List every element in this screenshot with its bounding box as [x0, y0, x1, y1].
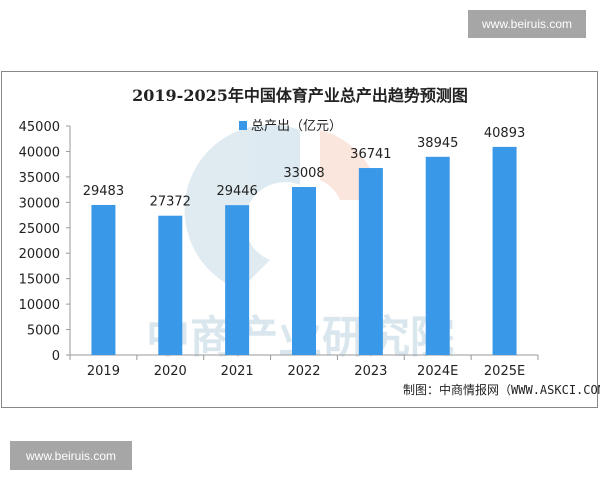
- chart-frame: [1, 71, 598, 408]
- y-tick-label: 10000: [19, 298, 60, 313]
- x-tick-label: 2020: [154, 364, 187, 379]
- y-tick-label: 30000: [19, 196, 60, 211]
- data-label: 29446: [216, 184, 257, 199]
- bar-2022: [292, 187, 316, 355]
- x-tick-label: 2025E: [484, 364, 525, 379]
- y-tick-label: 35000: [19, 171, 60, 186]
- bar-2023: [358, 168, 383, 355]
- chart-title: 2019-2025年中国体育产业总产出趋势预测图: [132, 86, 468, 105]
- y-tick-label: 5000: [27, 324, 60, 339]
- y-tick-label: 20000: [19, 247, 60, 262]
- y-tick-label: 45000: [19, 120, 60, 135]
- x-tick-label: 2024E: [417, 364, 458, 379]
- watermark-badge-bottom: www.beiruis.com: [10, 441, 132, 470]
- x-tick-label: 2019: [87, 364, 120, 379]
- data-label: 29483: [83, 184, 124, 199]
- y-tick-label: 40000: [19, 145, 60, 160]
- y-tick-label: 25000: [19, 222, 60, 237]
- legend-label: 总产出（亿元）: [251, 119, 342, 134]
- data-label: 33008: [283, 166, 324, 181]
- x-tick-label: 2023: [354, 364, 387, 379]
- data-label: 40893: [484, 126, 525, 141]
- legend-swatch: [239, 121, 247, 130]
- data-label: 27372: [150, 195, 191, 210]
- bar-2019: [91, 204, 116, 355]
- watermark-badge-top: www.beiruis.com: [468, 10, 586, 38]
- bar-2024E: [425, 156, 450, 355]
- data-label: 36741: [350, 147, 391, 162]
- y-tick-label: 0: [52, 349, 60, 364]
- x-tick-label: 2022: [287, 364, 320, 379]
- x-tick-label: 2021: [221, 364, 254, 379]
- source-note: 制图：中商情报网（WWW.ASKCI.COM）: [403, 382, 600, 397]
- bar-2021: [225, 205, 250, 355]
- bar-2020: [158, 215, 183, 355]
- data-label: 38945: [417, 136, 458, 151]
- y-tick-label: 15000: [19, 273, 60, 288]
- bar-2025E: [492, 146, 517, 355]
